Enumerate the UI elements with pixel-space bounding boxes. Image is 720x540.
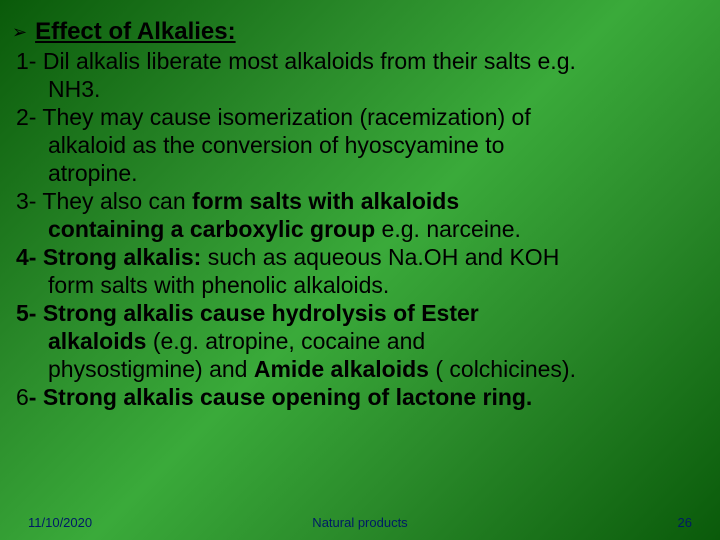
bullet-arrow-icon: ➢ — [12, 18, 27, 46]
footer-title: Natural products — [312, 515, 407, 530]
body-line: 1- Dil alkalis liberate most alkaloids f… — [16, 48, 708, 75]
text-span: Amide alkaloids — [254, 356, 429, 382]
text-span: ( colchicines). — [429, 356, 576, 382]
body-line: atropine. — [16, 160, 708, 187]
text-span: 6 — [16, 384, 29, 410]
text-span: form salts with alkaloids — [192, 188, 459, 214]
body-line: 4- Strong alkalis: such as aqueous Na.OH… — [16, 244, 708, 271]
text-span: (e.g. atropine, cocaine and — [146, 328, 425, 354]
text-span: physostigmine) and — [48, 356, 254, 382]
text-span: 3- They also can — [16, 188, 192, 214]
heading-row: ➢ Effect of Alkalies: — [12, 18, 708, 46]
body-line: 6- Strong alkalis cause opening of lacto… — [16, 384, 708, 411]
body-line: form salts with phenolic alkaloids. — [16, 272, 708, 299]
body-line: 5- Strong alkalis cause hydrolysis of Es… — [16, 300, 708, 327]
text-span: 4- Strong alkalis: — [16, 244, 201, 270]
body-line: NH3. — [16, 76, 708, 103]
text-span: 5- Strong alkalis cause hydrolysis of Es… — [16, 300, 479, 326]
slide-heading: Effect of Alkalies: — [35, 18, 236, 46]
body-line: 2- They may cause isomerization (racemiz… — [16, 104, 708, 131]
footer-page: 26 — [678, 515, 692, 530]
text-span: such as aqueous Na.OH and KOH — [201, 244, 559, 270]
text-span: containing a carboxylic group — [48, 216, 375, 242]
body-line: alkaloids (e.g. atropine, cocaine and — [16, 328, 708, 355]
footer-date: 11/10/2020 — [28, 515, 92, 530]
text-span: form salts with phenolic alkaloids. — [48, 272, 389, 298]
slide-footer: 11/10/2020 Natural products 26 — [0, 515, 720, 530]
body-line: alkaloid as the conversion of hyoscyamin… — [16, 132, 708, 159]
body-text: 1- Dil alkalis liberate most alkaloids f… — [12, 48, 708, 411]
body-line: containing a carboxylic group e.g. narce… — [16, 216, 708, 243]
text-span: - Strong alkalis cause opening of lacton… — [29, 384, 533, 410]
body-line: 3- They also can form salts with alkaloi… — [16, 188, 708, 215]
body-line: physostigmine) and Amide alkaloids ( col… — [16, 356, 708, 383]
slide: ➢ Effect of Alkalies: 1- Dil alkalis lib… — [0, 0, 720, 540]
text-span: alkaloids — [48, 328, 146, 354]
text-span: e.g. narceine. — [375, 216, 521, 242]
